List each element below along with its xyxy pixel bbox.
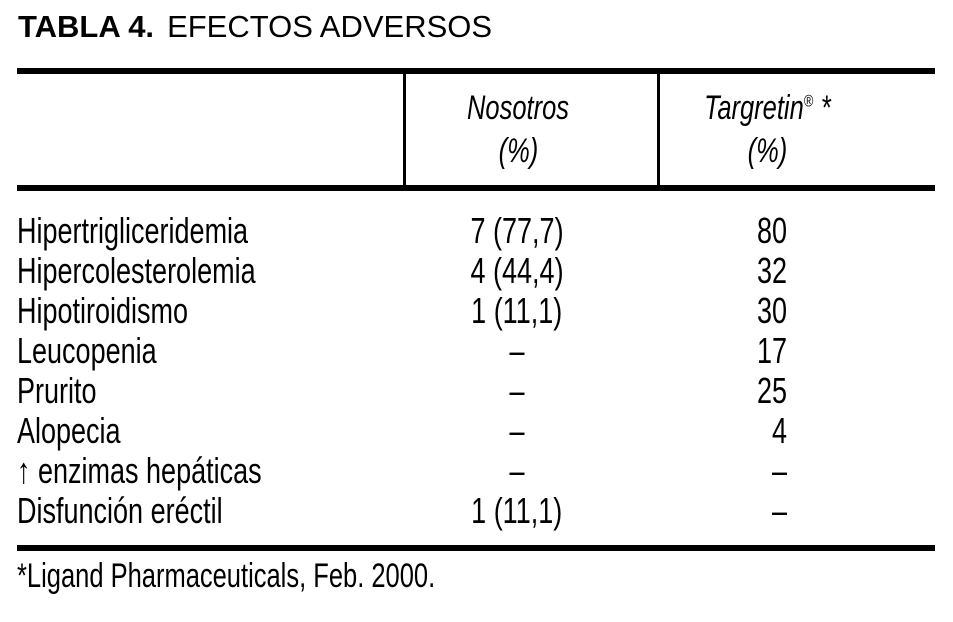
table-row: Alopecia – 4 xyxy=(17,410,935,451)
header-divider-rule xyxy=(17,185,935,191)
cell-targretin: 25 xyxy=(756,370,787,411)
table-caption: EFECTOS ADVERSOS xyxy=(167,9,493,44)
bottom-rule xyxy=(17,545,935,551)
cell-targretin: – xyxy=(771,450,787,491)
cell-effect: Prurito xyxy=(17,370,97,411)
table-row: Leucopenia – 17 xyxy=(17,330,935,371)
cell-effect: Alopecia xyxy=(17,410,121,451)
top-rule xyxy=(17,68,935,74)
cell-targretin: 17 xyxy=(756,330,787,371)
cell-nosotros: – xyxy=(509,410,525,451)
cell-effect: Hipotiroidismo xyxy=(17,290,189,331)
cell-nosotros: – xyxy=(509,450,525,491)
footnote-marker: * xyxy=(820,88,831,127)
cell-nosotros: – xyxy=(509,330,525,371)
table-footnote: *Ligand Pharmaceuticals, Feb. 2000. xyxy=(17,557,436,595)
column-unit-targretin: (%) xyxy=(747,131,788,170)
cell-targretin: 30 xyxy=(756,290,787,331)
column-label-nosotros: Nosotros xyxy=(467,88,570,127)
cell-effect: ↑ enzimas hepáticas xyxy=(17,450,262,491)
column-label-text: Targretin xyxy=(704,88,804,127)
cell-nosotros: 7 (77,7) xyxy=(470,210,564,251)
column-unit-nosotros: (%) xyxy=(498,131,539,170)
cell-effect: Disfunción eréctil xyxy=(17,490,223,531)
cell-targretin: 80 xyxy=(756,210,787,251)
cell-targretin: 32 xyxy=(756,250,787,291)
header-cell-empty xyxy=(17,74,403,185)
header-cell-targretin: Targretin® * (%) xyxy=(657,74,935,185)
cell-nosotros: 4 (44,4) xyxy=(470,250,564,291)
table-row: Disfunción eréctil 1 (11,1) – xyxy=(17,490,935,531)
column-label-targretin: Targretin® * xyxy=(704,87,831,130)
cell-nosotros: – xyxy=(509,370,525,411)
table-row: Hipercolesterolemia 4 (44,4) 32 xyxy=(17,250,935,291)
cell-targretin: 4 xyxy=(771,410,787,451)
cell-nosotros: 1 (11,1) xyxy=(471,490,563,531)
table-row: Hipotiroidismo 1 (11,1) 30 xyxy=(17,290,935,331)
table-row: Hipertrigliceridemia 7 (77,7) 80 xyxy=(17,210,935,251)
registered-mark: ® xyxy=(803,91,814,111)
table-number: TABLA 4. xyxy=(18,9,155,44)
cell-nosotros: 1 (11,1) xyxy=(471,290,563,331)
cell-effect: Leucopenia xyxy=(17,330,157,371)
table-body: Hipertrigliceridemia 7 (77,7) 80 Hiperco… xyxy=(17,191,935,545)
header-cell-nosotros: Nosotros (%) xyxy=(403,74,657,185)
table-row: Prurito – 25 xyxy=(17,370,935,411)
cell-effect: Hipertrigliceridemia xyxy=(17,210,249,251)
cell-effect: Hipercolesterolemia xyxy=(17,250,256,291)
table-row: ↑ enzimas hepáticas – – xyxy=(17,450,935,491)
cell-targretin: – xyxy=(771,490,787,531)
table-header-row: Nosotros (%) Targretin® * (%) xyxy=(17,74,935,185)
adverse-effects-table: Nosotros (%) Targretin® * (%) Hipertrigli… xyxy=(17,68,935,551)
table-title: TABLA 4. EFECTOS ADVERSOS xyxy=(18,8,492,46)
